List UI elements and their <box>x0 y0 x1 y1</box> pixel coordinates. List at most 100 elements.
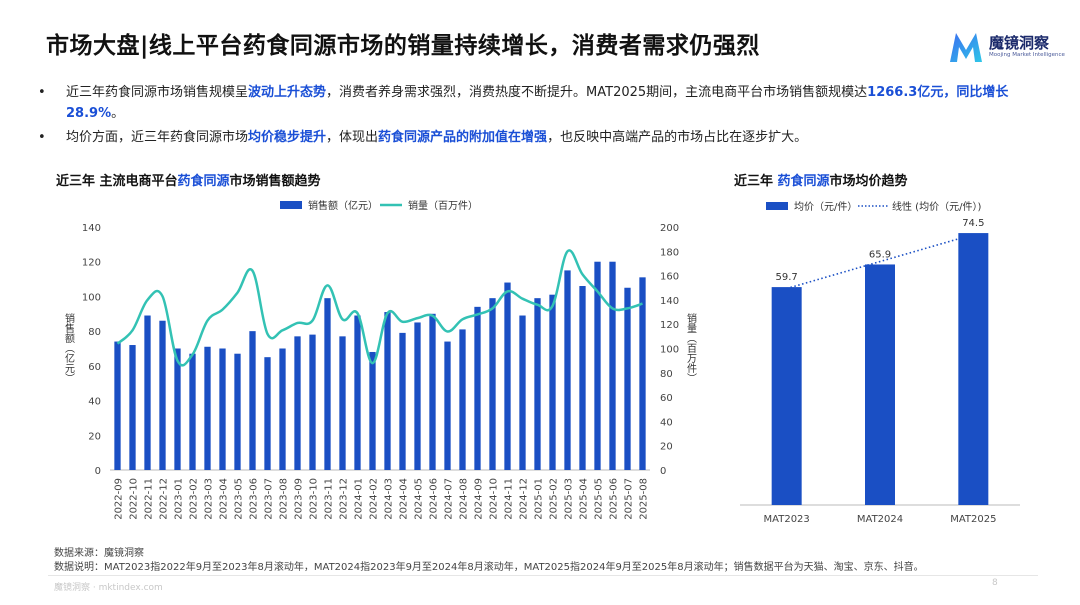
sales-bar <box>264 357 271 470</box>
sales-bar <box>594 261 601 470</box>
x-tick-label: 2024-08 <box>459 478 470 520</box>
logo-m-icon <box>950 33 982 62</box>
page-title: 市场大盘|线上平台药食同源市场的销量持续增长，消费者需求仍强烈 <box>46 33 760 59</box>
footer-site: 魔镜洞察 · mktindex.com <box>54 583 163 593</box>
x-tick-label: MAT2023 <box>764 514 810 525</box>
x-tick-label: 2023-10 <box>309 478 320 520</box>
sales-bar <box>189 353 196 470</box>
sales-bar <box>564 270 571 470</box>
y-tick-label: 20 <box>88 431 101 442</box>
sales-bar <box>429 313 436 470</box>
left-chart-title-post: 市场销售额趋势 <box>229 174 321 189</box>
y2-tick-label: 140 <box>660 296 679 307</box>
sales-bar <box>549 294 556 470</box>
bullet-text: 近三年药食同源市场销售规模呈 <box>66 85 249 100</box>
sales-bar <box>489 298 496 470</box>
sales-bar <box>234 353 241 470</box>
y-tick-label: 80 <box>88 327 101 338</box>
x-tick-label: 2022-09 <box>114 478 125 520</box>
sales-bar <box>309 334 316 470</box>
logo: 魔镜洞察 Moojing Market Intelligence <box>948 30 1065 66</box>
y-tick-label: 120 <box>82 258 101 269</box>
y2-tick-label: 20 <box>660 442 673 453</box>
legend-line-label: 销量（百万件） <box>408 199 478 212</box>
legend-trend-label: 线性 (均价（元/件）) <box>892 200 981 213</box>
x-tick-label: 2024-03 <box>384 478 395 520</box>
legend-bar-swatch <box>766 202 788 210</box>
left-chart-title-highlight: 药食同源 <box>177 174 230 189</box>
sales-bar <box>504 282 511 470</box>
x-tick-label: 2023-01 <box>174 478 185 520</box>
sales-bar <box>204 346 211 470</box>
x-tick-label: 2024-01 <box>354 478 365 520</box>
sales-bar <box>279 348 286 470</box>
y2-tick-label: 160 <box>660 272 679 283</box>
left-chart-title: 近三年 主流电商平台药食同源市场销售额趋势 <box>56 170 321 189</box>
y-tick-label: 0 <box>95 466 101 477</box>
sales-bar <box>174 348 181 470</box>
bullet-dot: • <box>38 130 46 145</box>
bullet-highlight: 均价稳步提升 <box>248 130 327 145</box>
sales-bar <box>579 286 586 470</box>
sales-bar <box>354 315 361 470</box>
x-tick-label: 2024-10 <box>489 478 500 520</box>
x-tick-label: 2025-08 <box>639 478 650 520</box>
x-tick-label: 2025-06 <box>609 478 620 520</box>
bullet-text: ，也反映中高端产品的市场占比在逐步扩大。 <box>547 130 808 145</box>
x-tick-label: 2025-04 <box>579 478 590 520</box>
sales-bar <box>474 306 481 470</box>
bullet-text: ，消费者养身需求强烈，消费热度不断提升。MAT2025期间，主流电商平台市场销售… <box>326 85 868 100</box>
avg-price-bar <box>958 233 989 505</box>
bullet-item: • 近三年药食同源市场销售规模呈波动上升态势，消费者养身需求强烈，消费热度不断提升… <box>38 82 1038 124</box>
y2-tick-label: 100 <box>660 345 679 356</box>
bullet-text: ，体现出 <box>326 130 379 145</box>
x-tick-label: 2024-07 <box>444 478 455 520</box>
x-tick-label: MAT2024 <box>857 514 903 525</box>
footer-divider <box>48 575 1038 576</box>
sales-bar <box>114 341 121 470</box>
x-tick-label: 2022-10 <box>129 478 140 520</box>
volume-line <box>116 249 643 367</box>
sales-bar <box>294 336 301 470</box>
x-tick-label: 2023-08 <box>279 478 290 520</box>
legend-bar-swatch <box>280 201 302 209</box>
sales-bar <box>249 331 256 470</box>
y-tick-label: 100 <box>82 292 101 303</box>
x-tick-label: 2023-07 <box>264 478 275 520</box>
logo-subtitle: Moojing Market Intelligence <box>989 52 1065 58</box>
legend-bar-label: 销售额（亿元） <box>308 199 378 212</box>
legend-bar-label: 均价（元/件） <box>794 201 857 213</box>
sales-bar <box>324 298 331 470</box>
x-tick-label: 2024-09 <box>474 478 485 520</box>
right-chart-title: 近三年 药食同源市场均价趋势 <box>734 170 908 189</box>
sales-bar <box>144 315 151 470</box>
y2-tick-label: 180 <box>660 247 679 258</box>
trend-line <box>786 233 974 290</box>
bullet-text: 均价方面，近三年药食同源市场 <box>66 130 249 145</box>
avg-price-bar <box>865 264 895 505</box>
page-number: 8 <box>992 578 998 588</box>
footer-note: 数据说明：MAT2023指2022年9月至2023年8月滚动年，MAT2024指… <box>54 562 924 573</box>
bar-data-label: 74.5 <box>962 218 984 229</box>
x-tick-label: 2025-03 <box>564 478 575 520</box>
logo-name: 魔镜洞察 <box>989 34 1050 52</box>
sales-bar <box>624 287 631 470</box>
bullet-item: • 均价方面，近三年药食同源市场均价稳步提升，体现出药食同源产品的附加值在增强，也… <box>38 127 1038 148</box>
bar-data-label: 59.7 <box>776 272 798 283</box>
sales-bar <box>534 298 541 470</box>
right-chart-title-highlight: 药食同源 <box>777 174 830 189</box>
bullet-highlight: 1266.3亿元，同比增长28.9% <box>66 85 1009 121</box>
x-tick-label: 2024-02 <box>369 478 380 520</box>
x-tick-label: MAT2025 <box>950 514 996 525</box>
x-tick-label: 2022-11 <box>144 478 155 520</box>
bullet-text: 。 <box>111 106 125 121</box>
y2-tick-label: 0 <box>660 466 666 477</box>
right-chart-title-post: 市场均价趋势 <box>829 174 908 189</box>
sales-bar <box>384 312 391 470</box>
y2-tick-label: 40 <box>660 417 673 428</box>
x-tick-label: 2024-12 <box>519 478 530 520</box>
bullet-highlight: 药食同源产品的附加值在增强 <box>378 130 548 145</box>
y2-tick-label: 200 <box>660 223 679 234</box>
